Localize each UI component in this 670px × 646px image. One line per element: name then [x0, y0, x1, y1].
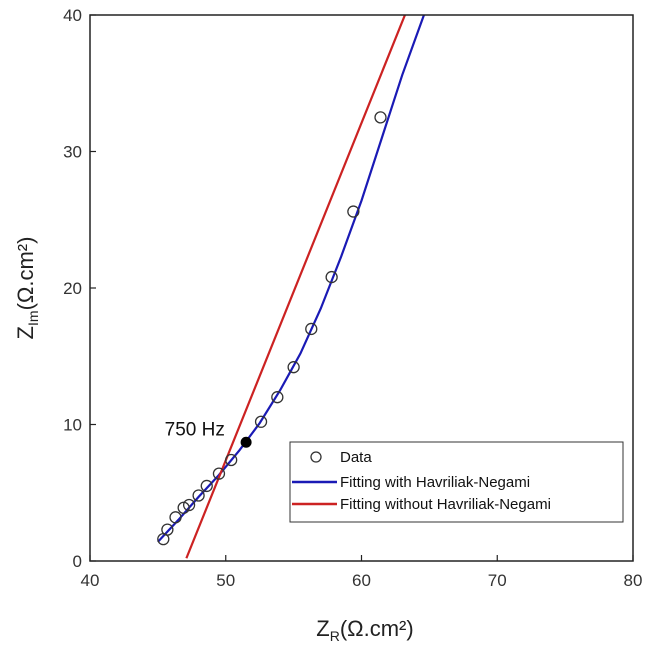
- data-point-15: [374, 111, 387, 124]
- y-axis-label-main: Z: [13, 326, 38, 339]
- x-axis-label-unit: (Ω.cm²): [340, 616, 414, 641]
- data-point-4: [182, 498, 196, 512]
- highlight-point: [240, 436, 252, 448]
- y-axis-label-sub: Im: [25, 310, 41, 326]
- legend-marker-data: [310, 451, 322, 463]
- y-axis-label: ZIm(Ω.cm²): [13, 237, 41, 340]
- y-tick-label-0: 0: [73, 552, 82, 571]
- legend: Data Fitting with Havriliak-Negami Fitti…: [289, 441, 624, 523]
- x-tick-label-2: 60: [352, 571, 371, 590]
- y-axis-label-unit: (Ω.cm²): [13, 237, 38, 311]
- data-point-1: [161, 523, 174, 536]
- data-point-5: [192, 489, 205, 502]
- data-point-14: [347, 205, 360, 218]
- x-tick-label-1: 50: [216, 571, 235, 590]
- series-layer: [157, 15, 425, 559]
- data-point-6: [200, 479, 213, 493]
- data-point-11: [287, 361, 300, 374]
- x-axis-label: ZR(Ω.cm²): [316, 616, 413, 644]
- x-axis-label-sub: R: [330, 628, 340, 644]
- legend-label-hn: Fitting with Havriliak-Negami: [340, 474, 530, 491]
- x-axis-label-main: Z: [316, 616, 329, 641]
- x-tick-label-0: 40: [81, 571, 100, 590]
- data-point-10: [271, 391, 284, 404]
- series-line-2: [185, 15, 406, 559]
- series-group: [157, 15, 425, 559]
- ticks-layer: 40 50 60 70 80 0 10 20 30 40: [63, 6, 642, 590]
- legend-label-no-hn: Fitting without Havriliak-Negami: [340, 496, 551, 513]
- y-tick-label-3: 30: [63, 143, 82, 162]
- data-point-8: [225, 453, 238, 467]
- data-point-9: [254, 415, 268, 428]
- y-tick-label-2: 20: [63, 279, 82, 298]
- legend-label-data: Data: [340, 449, 372, 466]
- legend-box: [289, 441, 624, 523]
- data-point-2: [169, 511, 182, 524]
- x-tick-label-4: 80: [624, 571, 643, 590]
- data-point-13: [325, 270, 338, 284]
- data-point-7: [212, 467, 226, 480]
- data-point-12: [305, 322, 318, 336]
- x-tick-label-3: 70: [488, 571, 507, 590]
- y-tick-label-4: 40: [63, 6, 82, 25]
- y-tick-label-1: 10: [63, 416, 82, 435]
- annotation-750hz: 750 Hz: [165, 419, 225, 440]
